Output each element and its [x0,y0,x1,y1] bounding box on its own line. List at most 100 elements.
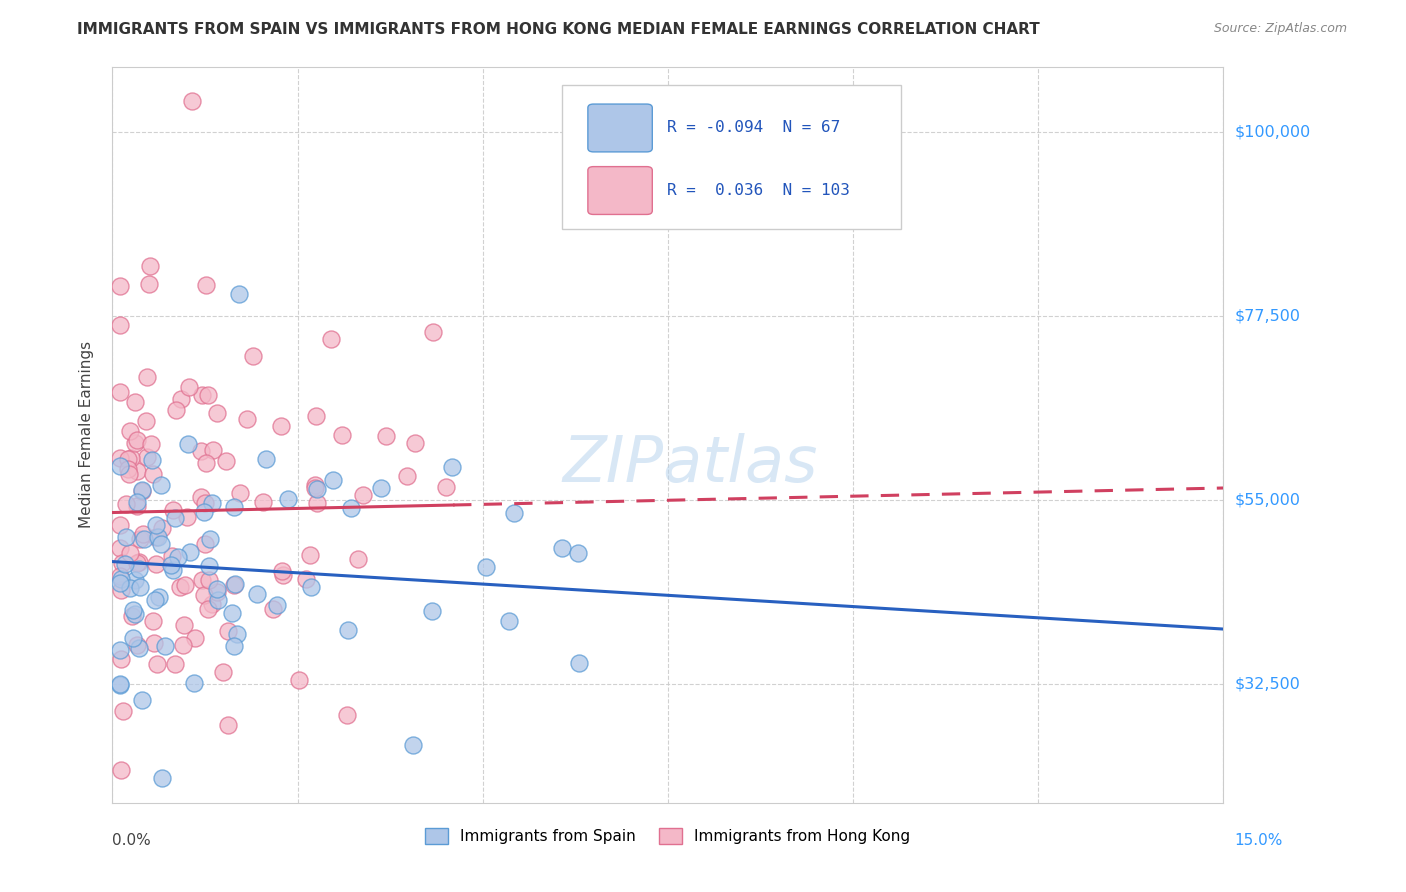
Point [118,425,141,439]
Point [162,563,184,577]
Text: ZIPatlas: ZIPatlas [562,434,818,495]
Point [108,576,131,591]
Point [205,585,228,599]
Point [149,536,172,550]
Point [568,657,591,671]
Point [221,606,243,620]
Point [128,562,150,576]
Point [127,638,149,652]
Point [108,450,131,465]
Point [370,481,392,495]
Point [475,559,498,574]
Point [108,318,131,332]
Point [108,384,131,399]
Point [295,572,318,586]
Point [228,286,250,301]
Point [138,277,160,291]
Point [143,592,166,607]
Point [224,500,246,515]
Point [162,503,184,517]
Point [190,388,212,402]
Point [441,460,464,475]
Text: Source: ZipAtlas.com: Source: ZipAtlas.com [1213,22,1347,36]
Point [307,496,329,510]
Point [266,598,288,612]
Point [125,433,148,447]
Point [163,657,186,671]
Point [207,593,229,607]
Point [148,590,170,604]
Point [145,530,167,544]
Point [190,490,212,504]
Point [169,392,191,406]
Point [498,614,520,628]
Point [299,580,322,594]
Point [270,419,292,434]
Point [118,467,141,482]
Point [111,556,134,570]
Text: $32,500: $32,500 [1234,677,1301,691]
Point [288,673,311,687]
Point [194,456,217,470]
Text: R =  0.036  N = 103: R = 0.036 N = 103 [666,183,849,198]
Point [124,573,146,587]
Point [212,665,235,679]
Point [115,530,138,544]
Point [110,652,132,666]
Point [321,332,343,346]
Point [404,436,426,450]
Point [254,451,277,466]
Point [176,510,198,524]
Point [142,467,165,481]
Point [134,533,156,547]
Point [229,486,252,500]
Point [141,453,163,467]
Point [120,450,142,465]
Point [173,577,195,591]
Point [146,657,169,671]
Point [139,437,162,451]
Point [124,395,146,409]
Point [138,259,160,273]
Point [142,636,165,650]
Point [197,387,219,401]
Point [180,94,202,108]
Point [128,641,150,656]
Point [125,557,148,571]
Point [200,533,222,547]
Point [112,704,135,718]
Point [148,530,170,544]
Point [114,497,136,511]
Point [110,763,132,777]
Point [299,548,322,562]
Point [124,607,146,621]
Point [193,505,215,519]
Point [224,576,246,591]
Point [121,631,143,645]
Point [125,499,148,513]
Point [114,557,136,571]
Point [322,473,344,487]
FancyBboxPatch shape [562,86,901,229]
Point [108,642,131,657]
Point [173,618,195,632]
Point [195,277,218,292]
Point [202,442,225,457]
Point [246,587,269,601]
Point [131,693,153,707]
Point [160,558,183,572]
Point [197,602,219,616]
Text: $55,000: $55,000 [1234,492,1301,508]
Point [197,558,219,573]
Point [131,483,153,497]
Point [127,495,149,509]
Point [149,478,172,492]
Point [434,480,457,494]
Point [330,427,353,442]
Point [153,639,176,653]
Point [336,707,359,722]
Point [304,481,326,495]
Point [215,454,238,468]
Point [352,488,374,502]
Point [201,495,224,509]
